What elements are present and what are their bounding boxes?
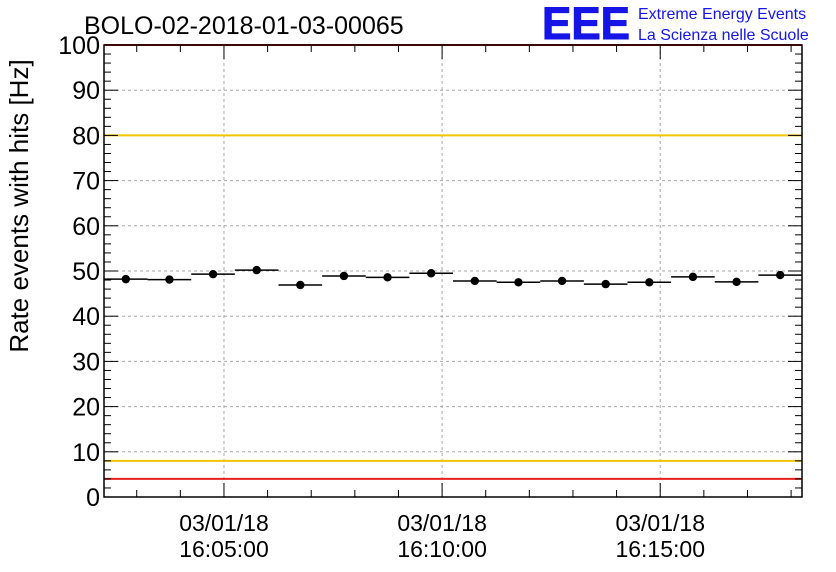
logo-line-1: Extreme Energy Events [638,6,806,23]
x-tick-label-date: 03/01/18 [179,510,269,536]
data-point [252,265,261,275]
data-point [645,278,654,287]
data-point [383,273,392,282]
data-point [557,276,567,286]
reference-lines [104,44,802,480]
data-point [208,269,218,279]
y-tick-label: 40 [72,303,100,331]
logo-line-2: La Scienza nelle Scuole [638,27,809,44]
axis-ticks [104,44,802,498]
x-tick-label-date: 03/01/18 [397,510,487,536]
x-tick-label-time: 16:15:00 [615,536,705,562]
data-point [775,270,785,280]
y-tick-label: 60 [72,213,100,241]
grid-layer [104,45,802,497]
y-tick-label: 30 [72,348,100,376]
data-point [470,276,480,286]
y-tick-label: 100 [58,32,100,60]
data-point [732,277,741,287]
x-tick-label-date: 03/01/18 [615,510,705,536]
y-tick-labels: 0 10 20 30 40 50 60 70 80 90 100 [58,32,100,512]
data-point [426,269,436,278]
data-series [104,265,802,290]
y-axis-label: Rate events with hits [Hz] [4,59,34,352]
data-point [688,272,698,282]
data-point [601,279,610,289]
y-tick-label: 10 [72,439,100,467]
data-point [296,280,305,290]
data-point [339,271,349,281]
data-point [121,274,131,284]
data-point [165,275,174,284]
x-tick-label-time: 16:05:00 [179,536,269,562]
y-tick-label: 20 [72,394,100,422]
y-tick-label: 80 [72,122,100,150]
y-tick-label: 0 [86,484,100,512]
chart-title: BOLO-02-2018-01-03-00065 [84,12,404,40]
y-tick-label: 70 [72,168,100,196]
y-tick-label: 90 [72,77,100,105]
y-tick-label: 50 [72,258,100,286]
data-point [514,278,523,287]
x-tick-label-time: 16:10:00 [397,536,487,562]
logo-mark: EEE [542,0,630,49]
eee-logo: EEE Extreme Energy Events La Scienza nel… [542,0,809,50]
x-tick-labels: 03/01/1816:05:0003/01/1816:10:0003/01/18… [179,510,705,562]
